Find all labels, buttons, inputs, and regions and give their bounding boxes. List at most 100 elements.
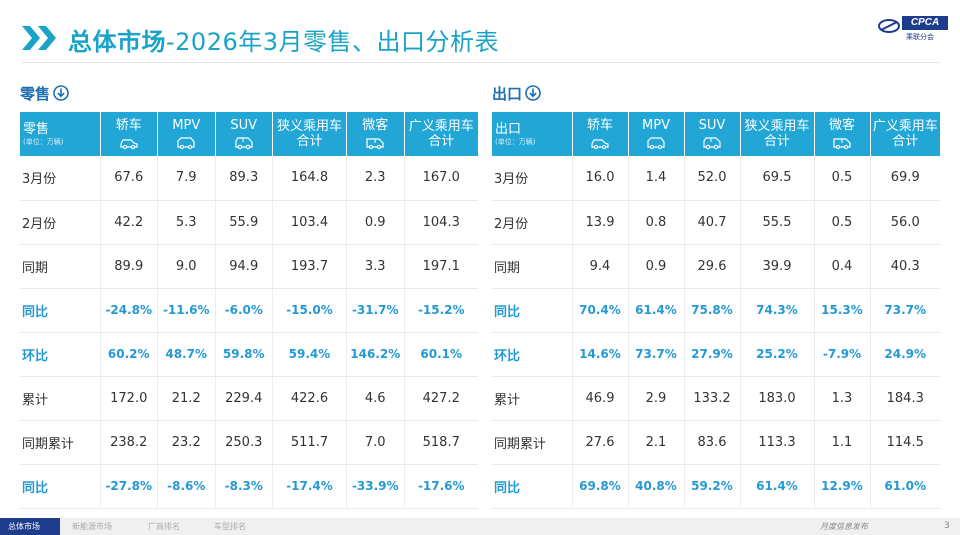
- footer-slogan: 月度信息发布: [820, 522, 868, 531]
- table-cell: 27.6: [572, 420, 629, 465]
- sedan-icon: [591, 139, 609, 150]
- row-label: 同比: [20, 464, 101, 509]
- table-cell: -6.0%: [215, 288, 273, 333]
- page-title: 总体市场-2026年3月零售、出口分析表: [68, 22, 499, 57]
- row-label: 同期: [492, 244, 573, 289]
- column-label: 微客: [828, 118, 855, 133]
- table-cell: 7.0: [346, 420, 405, 465]
- table-cell: 69.8%: [572, 464, 629, 509]
- table-cell: 16.0: [572, 156, 629, 201]
- export-section-label: 出口: [492, 84, 523, 103]
- column-label: SUV: [230, 118, 258, 133]
- table-cell: 1.1: [814, 420, 871, 465]
- table-row: 3月份 16.0 1.4 52.0 69.5 0.5 69.9: [492, 156, 940, 201]
- table-cell: 104.3: [404, 200, 478, 245]
- table-cell: -17.6%: [404, 464, 478, 509]
- export-col-header: SUV: [684, 112, 741, 156]
- table-row: 2月份 42.2 5.3 55.9 103.4 0.9 104.3: [20, 200, 478, 245]
- table-cell: -8.3%: [215, 464, 273, 509]
- table-row: 累计 172.0 21.2 229.4 422.6 4.6 427.2: [20, 376, 478, 421]
- retail-col-header: 狭义乘用车合计: [272, 112, 347, 156]
- table-cell: -24.8%: [100, 288, 158, 333]
- table-cell: -8.6%: [157, 464, 216, 509]
- footer-tab-maker-rank[interactable]: 厂商排名: [148, 522, 180, 531]
- table-cell: 73.7%: [628, 332, 685, 377]
- footer-tab-overall[interactable]: 总体市场: [0, 518, 60, 535]
- column-label: MPV: [642, 118, 670, 133]
- column-label: 广义乘用车合计: [872, 119, 938, 149]
- export-corner-header: 出口 (单位：万辆): [492, 112, 573, 156]
- table-cell: 59.2%: [684, 464, 741, 509]
- row-label: 3月份: [20, 156, 101, 201]
- table-row: 同比 69.8% 40.8% 59.2% 61.4% 12.9% 61.0%: [492, 464, 940, 509]
- title-divider: [22, 62, 940, 63]
- table-cell: 75.8%: [684, 288, 741, 333]
- retail-corner-header: 零售 (单位：万辆): [20, 112, 101, 156]
- table-cell: 113.3: [740, 420, 815, 465]
- suv-icon: [703, 137, 721, 150]
- table-cell: 52.0: [684, 156, 741, 201]
- column-label: 轿车: [115, 118, 142, 133]
- export-col-header: 微客: [814, 112, 871, 156]
- export-header-row: 出口 (单位：万辆) 轿车 MPV SUV 狭义乘用车合计 微客 广义乘用车合计: [492, 112, 940, 156]
- table-cell: 0.4: [814, 244, 871, 289]
- table-cell: 184.3: [870, 376, 940, 421]
- title-subtitle: -2026年3月零售、出口分析表: [166, 28, 500, 56]
- table-cell: -11.6%: [157, 288, 216, 333]
- table-cell: 167.0: [404, 156, 478, 201]
- table-cell: 0.5: [814, 156, 871, 201]
- table-row: 3月份 67.6 7.9 89.3 164.8 2.3 167.0: [20, 156, 478, 201]
- title-main: 总体市场: [68, 28, 166, 56]
- minivan-icon: [366, 138, 384, 150]
- table-cell: 518.7: [404, 420, 478, 465]
- mpv-icon: [647, 137, 665, 150]
- table-cell: -33.9%: [346, 464, 405, 509]
- table-row: 环比 14.6% 73.7% 27.9% 25.2% -7.9% 24.9%: [492, 332, 940, 377]
- column-label: 广义乘用车合计: [408, 119, 474, 149]
- table-cell: 4.6: [346, 376, 405, 421]
- footer-tab-nev[interactable]: 新能源市场: [72, 522, 112, 531]
- retail-section-title: 零售: [20, 82, 478, 104]
- table-cell: 250.3: [215, 420, 273, 465]
- table-cell: 193.7: [272, 244, 347, 289]
- column-label: 狭义乘用车合计: [276, 119, 342, 149]
- table-cell: 114.5: [870, 420, 940, 465]
- footer-tab-model-rank[interactable]: 车型排名: [214, 522, 246, 531]
- table-cell: 46.9: [572, 376, 629, 421]
- table-cell: 25.2%: [740, 332, 815, 377]
- table-row: 同期累计 27.6 2.1 83.6 113.3 1.1 114.5: [492, 420, 940, 465]
- column-label: 微客: [362, 118, 389, 133]
- table-cell: 89.3: [215, 156, 273, 201]
- table-cell: 5.3: [157, 200, 216, 245]
- row-label: 3月份: [492, 156, 573, 201]
- table-cell: 1.3: [814, 376, 871, 421]
- row-label: 累计: [20, 376, 101, 421]
- export-col-header: 狭义乘用车合计: [740, 112, 815, 156]
- column-label: 轿车: [586, 118, 613, 133]
- row-label: 环比: [20, 332, 101, 377]
- table-cell: -27.8%: [100, 464, 158, 509]
- table-cell: 39.9: [740, 244, 815, 289]
- arrow-down-circle-icon: [53, 85, 69, 101]
- table-cell: 24.9%: [870, 332, 940, 377]
- table-cell: 9.0: [157, 244, 216, 289]
- table-cell: 56.0: [870, 200, 940, 245]
- retail-unit-label: (单位：万辆): [23, 137, 64, 146]
- row-label: 同期累计: [20, 420, 101, 465]
- table-row: 同比 -24.8% -11.6% -6.0% -15.0% -31.7% -15.2%: [20, 288, 478, 333]
- table-cell: 13.9: [572, 200, 629, 245]
- logo-text: CPCA: [902, 16, 948, 30]
- table-cell: 60.2%: [100, 332, 158, 377]
- table-cell: 9.4: [572, 244, 629, 289]
- double-chevron-icon: [22, 26, 56, 50]
- table-cell: 48.7%: [157, 332, 216, 377]
- row-label: 同期: [20, 244, 101, 289]
- export-table: 出口 (单位：万辆) 轿车 MPV SUV 狭义乘用车合计 微客 广义乘用车合计 3月份 16.…: [492, 112, 940, 509]
- table-row: 环比 60.2% 48.7% 59.8% 59.4% 146.2% 60.1%: [20, 332, 478, 377]
- sedan-icon: [120, 139, 138, 150]
- retail-col-header: MPV: [157, 112, 216, 156]
- retail-section-label: 零售: [20, 84, 51, 103]
- table-cell: 60.1%: [404, 332, 478, 377]
- table-cell: 422.6: [272, 376, 347, 421]
- logo-cn-text: 乘联分会: [906, 33, 934, 41]
